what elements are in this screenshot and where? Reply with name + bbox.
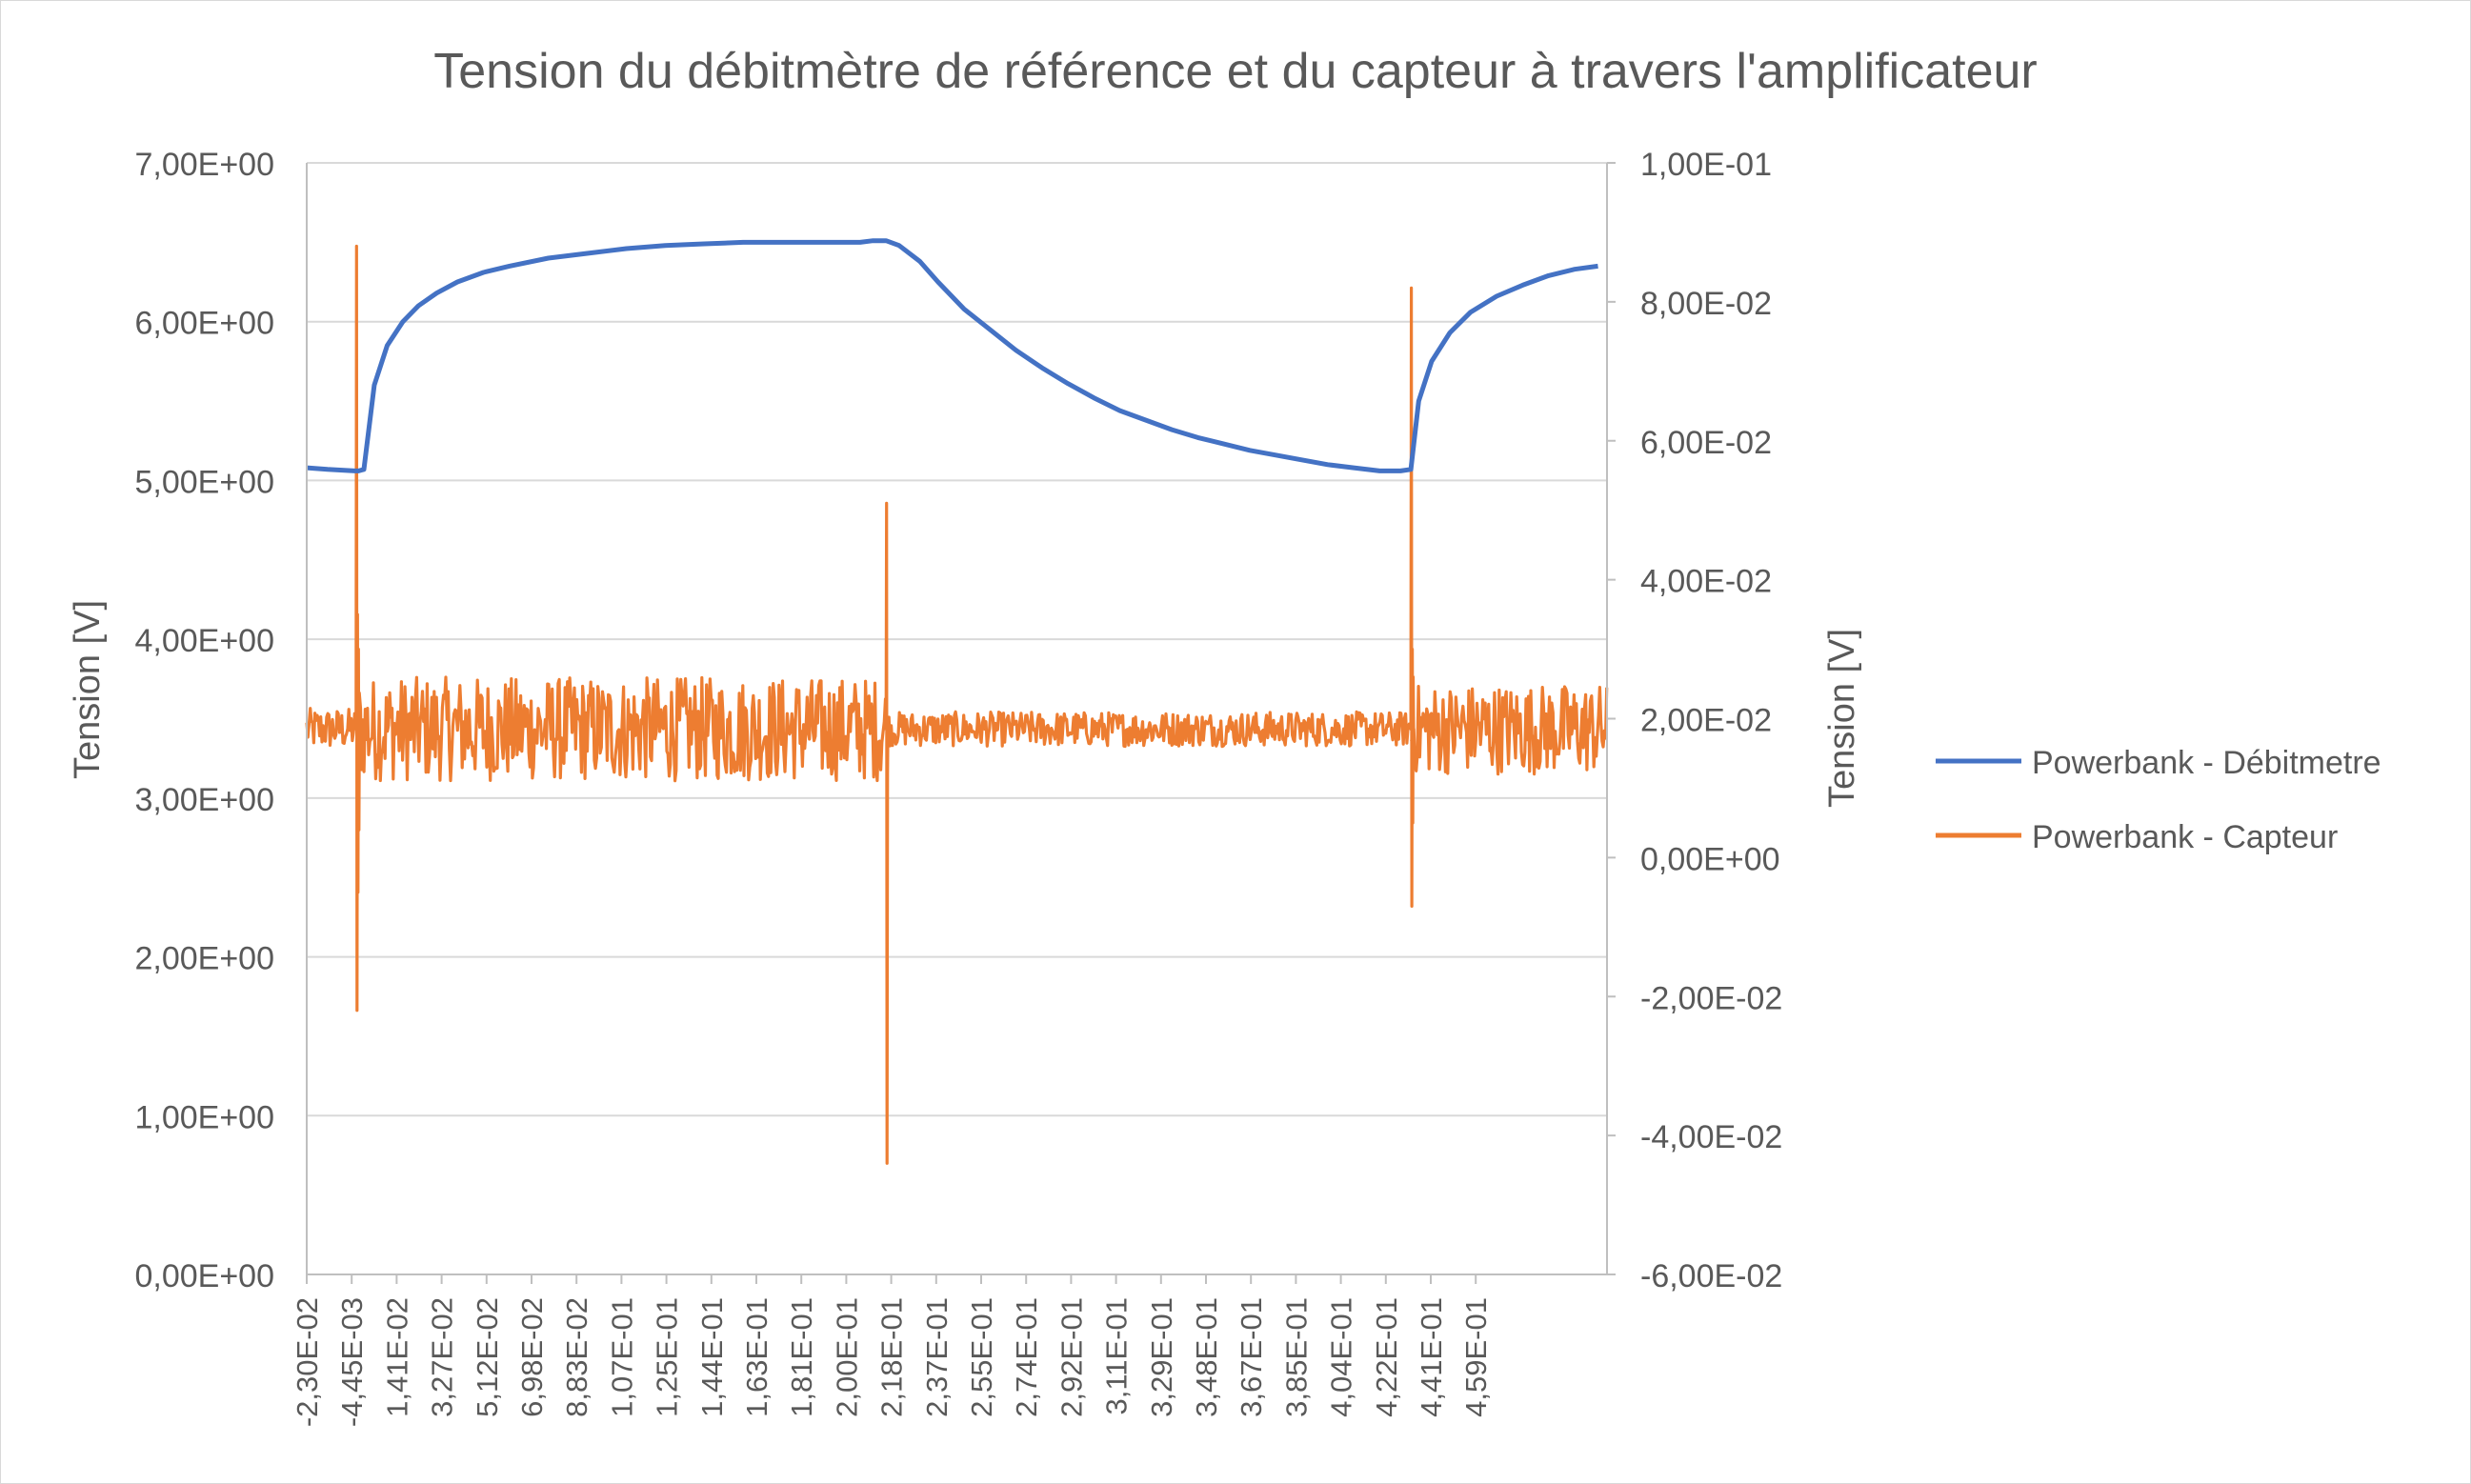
x-tick-label: 4,59E-01 bbox=[1459, 1297, 1493, 1417]
x-tick-label: 2,74E-01 bbox=[1010, 1297, 1043, 1417]
legend-label: Powerbank - Capteur bbox=[2032, 819, 2338, 855]
x-tick-label: 1,07E-01 bbox=[605, 1297, 638, 1417]
y-tick-label: 5,00E+00 bbox=[134, 464, 274, 500]
x-tick-label: 2,37E-01 bbox=[920, 1297, 954, 1417]
y2-tick-label: 6,00E-02 bbox=[1640, 425, 1772, 461]
x-tick-label: 2,92E-01 bbox=[1055, 1297, 1088, 1417]
x-tick-label: 1,25E-01 bbox=[651, 1297, 684, 1417]
y-tick-label: 7,00E+00 bbox=[134, 147, 274, 183]
axes: 0,00E+00 1,00E+00 2,00E+00 3,00E+00 4,00E+00… bbox=[134, 147, 1782, 1427]
y-tick-label: 3,00E+00 bbox=[134, 782, 274, 818]
y2-tick-label: 1,00E-01 bbox=[1640, 147, 1772, 183]
y2-tick-label: -4,00E-02 bbox=[1640, 1119, 1782, 1155]
y-tick-label: 0,00E+00 bbox=[134, 1258, 274, 1294]
y-axis-label: Tension [V] bbox=[68, 600, 108, 779]
y-tick-label: 2,00E+00 bbox=[134, 941, 274, 977]
y2-tick-label: 0,00E+00 bbox=[1640, 841, 1780, 877]
legend: Powerbank - Débitmetre Powerbank - Capteu… bbox=[1936, 745, 2381, 855]
x-tick-label: 1,81E-01 bbox=[785, 1297, 818, 1417]
plot-series bbox=[305, 238, 1609, 1165]
y-tick-label: 4,00E+00 bbox=[134, 623, 274, 659]
x-tick-label: 4,41E-01 bbox=[1415, 1297, 1448, 1417]
x-tick-label: 3,11E-01 bbox=[1100, 1297, 1134, 1415]
x-tick-label: 2,55E-01 bbox=[965, 1297, 998, 1417]
x-tick-label: 1,63E-01 bbox=[740, 1297, 773, 1417]
x-tick-label: 3,29E-01 bbox=[1145, 1297, 1178, 1417]
y2-tick-label: 4,00E-02 bbox=[1640, 564, 1772, 600]
y-tick-label: 6,00E+00 bbox=[134, 306, 274, 342]
x-tick-label: 1,41E-02 bbox=[380, 1297, 413, 1417]
x-tick-label: 4,04E-01 bbox=[1325, 1297, 1358, 1417]
x-tick-label: 2,00E-01 bbox=[830, 1297, 863, 1417]
x-tick-label: 2,18E-01 bbox=[875, 1297, 909, 1417]
y-tick-label: 1,00E+00 bbox=[134, 1099, 274, 1135]
x-tick-label: 3,27E-02 bbox=[426, 1297, 459, 1417]
x-tick-label: 5,12E-02 bbox=[471, 1297, 504, 1417]
y2-axis-label: Tension [V] bbox=[1822, 629, 1862, 808]
series-line-debitmetre bbox=[306, 238, 1598, 473]
y2-tick-label: -6,00E-02 bbox=[1640, 1258, 1782, 1294]
chart-title: Tension du débitmètre de référence et du… bbox=[433, 44, 2038, 99]
x-tick-label: 6,98E-02 bbox=[515, 1297, 549, 1417]
x-tick-label: 3,67E-01 bbox=[1235, 1297, 1268, 1417]
x-tick-label: -2,30E-02 bbox=[291, 1297, 324, 1427]
y2-tick-label: 8,00E-02 bbox=[1640, 286, 1772, 322]
series-line-capteur bbox=[305, 244, 1609, 1165]
x-tick-label: 8,83E-02 bbox=[560, 1297, 593, 1417]
legend-label: Powerbank - Débitmetre bbox=[2032, 745, 2381, 781]
x-tick-label: 4,22E-01 bbox=[1370, 1297, 1403, 1417]
x-tick-label: 3,85E-01 bbox=[1279, 1297, 1313, 1417]
y2-tick-label: -2,00E-02 bbox=[1640, 980, 1782, 1016]
x-tick-label: -4,45E-03 bbox=[335, 1297, 369, 1427]
x-tick-label: 1,44E-01 bbox=[695, 1297, 729, 1417]
x-tick-label: 3,48E-01 bbox=[1190, 1297, 1223, 1417]
y2-tick-label: 2,00E-02 bbox=[1640, 703, 1772, 739]
